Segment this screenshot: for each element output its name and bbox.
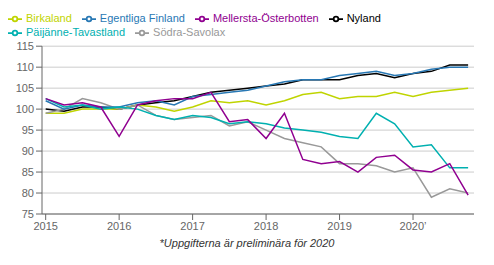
html-text:Egentliga Finland: Egentliga Finland: [99, 12, 185, 24]
svg-text:80: 80: [22, 187, 34, 199]
svg-text:2019: 2019: [327, 220, 351, 232]
html-text:Birkaland: Birkaland: [26, 12, 72, 24]
html-text:Mellersta-Österbotten: Mellersta-Österbotten: [212, 12, 319, 24]
svg-text:2018: 2018: [254, 220, 278, 232]
svg-text:2016: 2016: [107, 220, 131, 232]
svg-text:90: 90: [22, 145, 34, 157]
svg-text:100: 100: [16, 103, 34, 115]
html-text:Södra-Savolax: Södra-Savolax: [153, 26, 226, 39]
html-text:Päijänne-Tavastland: Päijänne-Tavastland: [26, 26, 126, 39]
svg-text:85: 85: [22, 166, 34, 178]
svg-text:75: 75: [22, 208, 34, 220]
svg-text:105: 105: [16, 82, 34, 94]
svg-text:2017: 2017: [180, 220, 204, 232]
html-text:Nyland: Nyland: [346, 12, 381, 24]
svg-text:2015: 2015: [33, 220, 57, 232]
html-text:*Uppgifterna är preliminära fö: *Uppgifterna är preliminära för 2020: [159, 237, 335, 249]
svg-text:115: 115: [16, 40, 34, 52]
svg-text:110: 110: [16, 61, 34, 73]
svg-text:95: 95: [22, 124, 34, 136]
svg-text:2020’: 2020’: [400, 220, 427, 232]
